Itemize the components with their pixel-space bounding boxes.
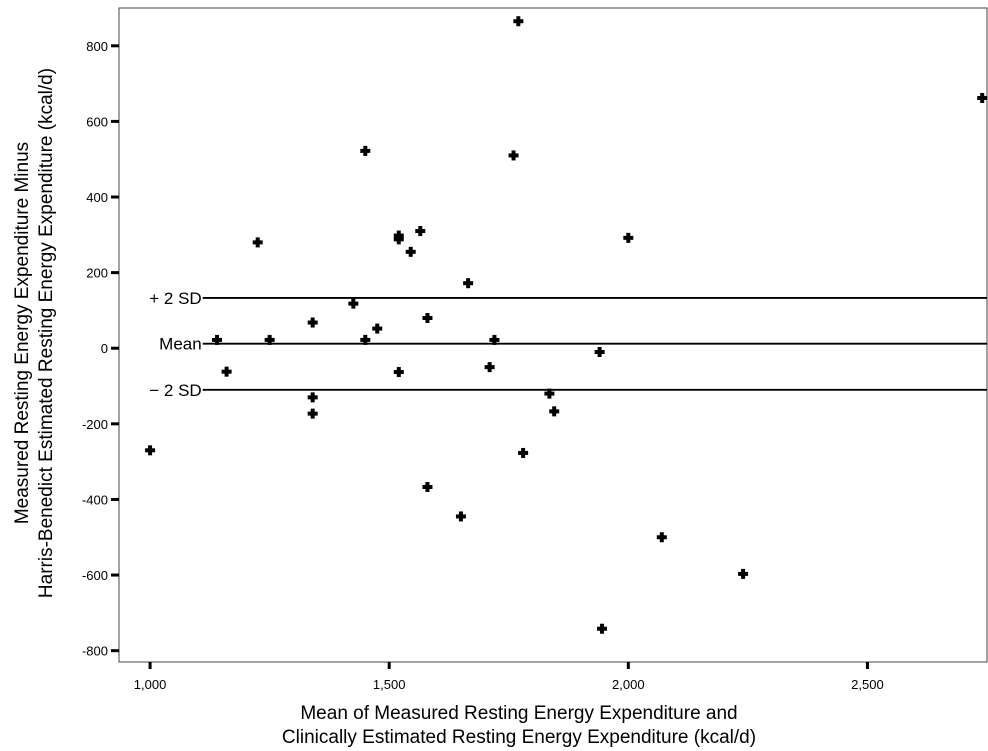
y-tick-label: 0 [101,341,108,356]
data-point [405,246,416,257]
data-point [513,16,524,27]
data-point [307,408,318,419]
data-point [463,278,474,289]
data-point [307,317,318,328]
data-point [623,232,634,243]
data-point [549,406,560,417]
plot-frame [118,7,988,663]
data-points [145,16,988,634]
data-point [597,623,608,634]
data-point [252,237,263,248]
x-tick-label: 1,500 [373,677,406,692]
data-point [594,347,605,358]
data-point [360,145,371,156]
data-point [489,334,500,345]
data-point [348,298,359,309]
data-point [264,334,275,345]
data-point [212,334,223,345]
data-point [484,362,495,373]
data-point [360,334,371,345]
y-axis-title-line-1: Measured Resting Energy Expenditure Minu… [12,142,33,524]
data-point [738,568,749,579]
data-point [415,226,426,237]
data-point [422,481,433,492]
reference-lines: + 2 SD Mean − 2 SD [149,289,987,400]
data-point [518,447,529,458]
data-point [372,323,383,334]
data-point [221,366,232,377]
data-point [422,312,433,323]
x-tick-label: 2,000 [612,677,645,692]
y-axis-ticks: -800 -600 -400 -200 0 200 400 600 800 [82,39,119,659]
x-axis-title-line-2: Clinically Estimated Resting Energy Expe… [282,727,756,748]
x-axis-ticks: 1,000 1,500 2,000 2,500 [134,662,884,692]
x-tick-label: 1,000 [134,677,167,692]
x-axis-title-line-1: Mean of Measured Resting Energy Expendit… [300,703,737,724]
data-point [656,532,667,543]
reference-line-label: Mean [159,335,202,354]
y-tick-label: 400 [86,190,108,205]
reference-line-label: − 2 SD [149,381,201,400]
data-point [393,234,404,245]
y-tick-label: -600 [82,568,108,583]
x-tick-label: 2,500 [851,677,884,692]
data-point [508,150,519,161]
y-tick-label: 600 [86,114,108,129]
y-tick-label: -400 [82,492,108,507]
y-tick-label: -800 [82,644,108,659]
data-point [393,367,404,378]
data-point [977,92,988,103]
reference-line-label: + 2 SD [149,289,201,308]
y-axis-title-line-2: Harris-Benedict Estimated Resting Energy… [36,68,57,598]
data-point [307,392,318,403]
data-point [455,511,466,522]
y-tick-label: 800 [86,39,108,54]
y-tick-label: 200 [86,266,108,281]
data-point [145,445,156,456]
data-point [544,388,555,399]
y-tick-label: -200 [82,417,108,432]
